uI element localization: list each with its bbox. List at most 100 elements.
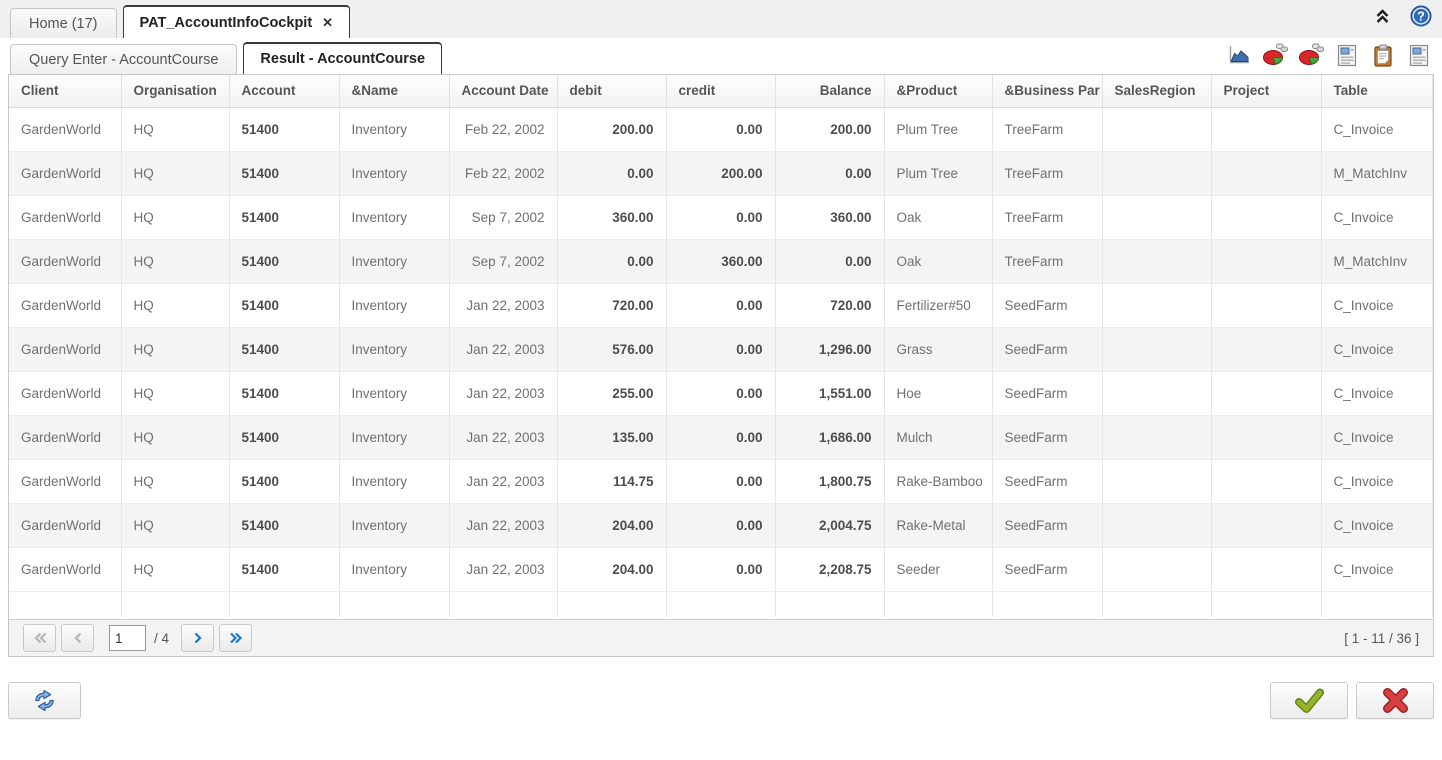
table-row[interactable]: GardenWorld HQ 51400 Inventory Sep 7, 2002 36… xyxy=(9,195,1433,240)
next-page-button[interactable] xyxy=(181,624,215,652)
table-cell: TreeFarm xyxy=(992,107,1103,152)
table-cell: 720.00 xyxy=(557,283,667,328)
clipboard-icon xyxy=(1374,44,1392,67)
table-cell: GardenWorld xyxy=(9,371,122,416)
table-cell: 0.00 xyxy=(775,239,885,284)
clipboard-button[interactable] xyxy=(1370,43,1396,67)
table-row[interactable]: GardenWorld HQ 51400 Inventory Jan 22, 2003 5… xyxy=(9,327,1433,372)
previous-page-button[interactable] xyxy=(61,624,94,652)
table-row[interactable]: GardenWorld HQ 51400 Inventory Sep 7, 2002 0.… xyxy=(9,239,1433,284)
pie-chart-icon xyxy=(1263,43,1288,65)
table-cell: SeedFarm xyxy=(992,547,1103,592)
table-cell xyxy=(1211,151,1322,196)
column-header-account-date[interactable]: Account Date xyxy=(449,75,558,108)
column-header-name[interactable]: &Name xyxy=(339,75,450,108)
tab-pat-accountinfocockpit[interactable]: PAT_AccountInfoCockpit ✕ xyxy=(122,5,351,38)
table-row[interactable]: GardenWorld HQ 51400 Inventory Feb 22, 2002 0… xyxy=(9,151,1433,196)
table-cell: SeedFarm xyxy=(992,283,1103,328)
table-cell: GardenWorld xyxy=(9,503,122,548)
last-page-button[interactable] xyxy=(219,624,253,652)
table-cell: 2,208.75 xyxy=(775,547,885,592)
column-header-account[interactable]: Account xyxy=(229,75,340,108)
column-header-organisation[interactable]: Organisation xyxy=(121,75,230,108)
chevron-right-icon xyxy=(194,632,202,644)
page-number-input[interactable] xyxy=(109,625,146,651)
column-header-project[interactable]: Project xyxy=(1211,75,1322,108)
table-cell: HQ xyxy=(121,107,230,152)
result-panel: Client Organisation Account &Name Accoun… xyxy=(8,74,1434,657)
table-row[interactable]: GardenWorld HQ 51400 Inventory Feb 22, 2002 2… xyxy=(9,107,1433,152)
column-header-balance[interactable]: Balance xyxy=(775,75,885,108)
table-cell: SeedFarm xyxy=(992,415,1103,460)
report-button[interactable] xyxy=(1334,43,1360,67)
first-page-button[interactable] xyxy=(23,624,56,652)
table-filler-cell xyxy=(121,591,230,617)
table-cell: C_Invoice xyxy=(1321,107,1433,152)
tab-result[interactable]: Result - AccountCourse xyxy=(243,42,443,74)
table-cell: 0.00 xyxy=(666,547,776,592)
table-cell: C_Invoice xyxy=(1321,547,1433,592)
column-header-business-partner[interactable]: &Business Par xyxy=(992,75,1103,108)
table-row[interactable]: GardenWorld HQ 51400 Inventory Jan 22, 2003 2… xyxy=(9,503,1433,548)
column-header-product[interactable]: &Product xyxy=(884,75,993,108)
table-cell xyxy=(1211,327,1322,372)
table-row[interactable]: GardenWorld HQ 51400 Inventory Jan 22, 2003 1… xyxy=(9,459,1433,504)
tab-home[interactable]: Home (17) xyxy=(10,8,117,38)
table-row[interactable]: GardenWorld HQ 51400 Inventory Jan 22, 2003 7… xyxy=(9,283,1433,328)
collapse-header-button[interactable] xyxy=(1373,7,1392,26)
table-cell: HQ xyxy=(121,547,230,592)
report-2-button[interactable] xyxy=(1406,43,1432,67)
table-filler-cell xyxy=(339,591,450,617)
table-cell xyxy=(1211,283,1322,328)
table-cell: GardenWorld xyxy=(9,107,122,152)
table-cell: 1,296.00 xyxy=(775,327,885,372)
column-header-credit[interactable]: credit xyxy=(666,75,776,108)
table-cell: Inventory xyxy=(339,283,450,328)
column-header-debit[interactable]: debit xyxy=(557,75,667,108)
table-cell: Jan 22, 2003 xyxy=(449,459,558,504)
pie-chart-2-button[interactable] xyxy=(1298,43,1324,67)
table-filler-cell xyxy=(992,591,1103,617)
table-cell: 1,686.00 xyxy=(775,415,885,460)
table-cell: TreeFarm xyxy=(992,195,1103,240)
table-cell: 51400 xyxy=(229,151,340,196)
pie-chart-button[interactable] xyxy=(1262,43,1288,67)
table-cell: Jan 22, 2003 xyxy=(449,415,558,460)
column-header-client[interactable]: Client xyxy=(9,75,122,108)
column-header-salesregion[interactable]: SalesRegion xyxy=(1102,75,1212,108)
table-filler-cell xyxy=(1102,591,1212,617)
cancel-button[interactable] xyxy=(1356,682,1434,719)
tab-query-enter[interactable]: Query Enter - AccountCourse xyxy=(10,44,238,74)
table-row[interactable]: GardenWorld HQ 51400 Inventory Jan 22, 2003 2… xyxy=(9,547,1433,592)
result-toolbar xyxy=(1226,43,1432,69)
table-cell: Sep 7, 2002 xyxy=(449,195,558,240)
table-cell: Oak xyxy=(884,239,993,284)
table-row[interactable]: GardenWorld HQ 51400 Inventory Jan 22, 2003 2… xyxy=(9,371,1433,416)
table-body: GardenWorld HQ 51400 Inventory Feb 22, 2002 2… xyxy=(9,107,1433,617)
table-cell xyxy=(1211,239,1322,284)
table-cell: GardenWorld xyxy=(9,547,122,592)
table-cell: HQ xyxy=(121,239,230,284)
table-cell: HQ xyxy=(121,459,230,504)
table-filler-cell xyxy=(229,591,340,617)
double-chevron-right-icon xyxy=(229,632,242,644)
table-cell: Inventory xyxy=(339,107,450,152)
table-cell: Rake-Metal xyxy=(884,503,993,548)
table-cell: TreeFarm xyxy=(992,239,1103,284)
table-cell: HQ xyxy=(121,371,230,416)
table-cell: Oak xyxy=(884,195,993,240)
refresh-button[interactable] xyxy=(8,682,81,719)
help-button[interactable]: ? xyxy=(1410,5,1432,27)
table-cell: 135.00 xyxy=(557,415,667,460)
confirm-button[interactable] xyxy=(1270,682,1348,719)
close-tab-icon[interactable]: ✕ xyxy=(322,14,334,30)
table-cell: SeedFarm xyxy=(992,327,1103,372)
tab-home-label: Home (17) xyxy=(29,15,98,32)
table-row[interactable]: GardenWorld HQ 51400 Inventory Jan 22, 2003 1… xyxy=(9,415,1433,460)
result-table-wrap: Client Organisation Account &Name Accoun… xyxy=(9,75,1433,619)
chevron-left-icon xyxy=(73,632,81,644)
table-cell: C_Invoice xyxy=(1321,195,1433,240)
table-cell xyxy=(1102,107,1212,152)
area-chart-button[interactable] xyxy=(1226,43,1252,67)
column-header-table[interactable]: Table xyxy=(1321,75,1433,108)
